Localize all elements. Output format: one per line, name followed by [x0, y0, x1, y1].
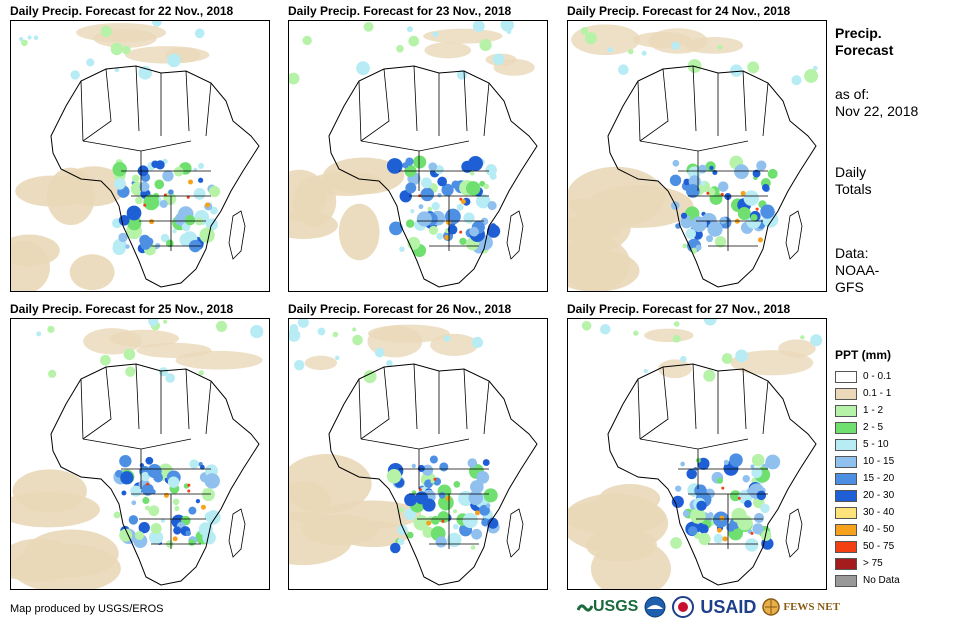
- legend-label: 15 - 20: [863, 473, 895, 484]
- legend-label: No Data: [863, 575, 900, 586]
- precip-map: [10, 318, 270, 590]
- usgs-logo: USGS: [577, 598, 638, 616]
- credit-text: Map produced by USGS/EROS: [10, 603, 164, 615]
- legend-item: 20 - 30: [835, 487, 900, 504]
- legend-swatch: [835, 438, 857, 451]
- legend-item: 0.1 - 1: [835, 385, 900, 402]
- daily-totals-block: Daily Totals: [835, 164, 872, 198]
- legend-label: 0.1 - 1: [863, 388, 892, 399]
- fewsnet-globe-icon: [762, 598, 781, 616]
- legend-swatch: [835, 455, 857, 468]
- precip-map: [567, 20, 827, 292]
- legend-swatch: [835, 421, 857, 434]
- legend-swatch: [835, 557, 857, 570]
- legend-label: 50 - 75: [863, 541, 895, 552]
- side-title-line2: Forecast: [835, 42, 894, 58]
- legend-label: 5 - 10: [863, 439, 889, 450]
- legend-swatch: [835, 574, 857, 587]
- panel-title: Daily Precip. Forecast for 23 Nov., 2018: [288, 4, 512, 18]
- usgs-wave-icon: [577, 604, 593, 612]
- data-line1: Data:: [835, 245, 869, 261]
- legend-swatch: [835, 523, 857, 536]
- data-line3: GFS: [835, 279, 864, 295]
- as-of-block: as of: Nov 22, 2018: [835, 86, 918, 120]
- legend-swatch: [835, 506, 857, 519]
- legend-item: 50 - 75: [835, 538, 900, 555]
- as-of-label: as of:: [835, 86, 870, 102]
- data-line2: NOAA-: [835, 262, 880, 278]
- daily-line1: Daily: [835, 164, 867, 180]
- legend: PPT (mm) 0 - 0.1 0.1 - 1 1 - 2 2 - 5 5 - 10 1…: [835, 348, 900, 589]
- side-title-line1: Precip.: [835, 25, 882, 41]
- legend-swatch: [835, 370, 857, 383]
- legend-item: 10 - 15: [835, 453, 900, 470]
- legend-item: 2 - 5: [835, 419, 900, 436]
- panel-title: Daily Precip. Forecast for 25 Nov., 2018: [10, 302, 234, 316]
- noaa-logo-icon: [644, 596, 666, 618]
- precip-map: [567, 318, 827, 590]
- legend-item: 1 - 2: [835, 402, 900, 419]
- legend-label: 2 - 5: [863, 422, 884, 433]
- daily-line2: Totals: [835, 181, 872, 197]
- legend-label: 10 - 15: [863, 456, 895, 467]
- legend-title: PPT (mm): [835, 348, 892, 362]
- panel-title: Daily Precip. Forecast for 27 Nov., 2018: [567, 302, 791, 316]
- legend-item: 30 - 40: [835, 504, 900, 521]
- legend-swatch: [835, 540, 857, 553]
- as-of-date: Nov 22, 2018: [835, 103, 919, 119]
- data-source-block: Data: NOAA- GFS: [835, 245, 879, 296]
- panel-title: Daily Precip. Forecast for 24 Nov., 2018: [567, 4, 791, 18]
- legend-swatch: [835, 387, 857, 400]
- precip-map: [10, 20, 270, 292]
- legend-swatch: [835, 489, 857, 502]
- legend-label: 20 - 30: [863, 490, 895, 501]
- side-title: Precip. Forecast: [835, 25, 893, 59]
- legend-label: 1 - 2: [863, 405, 884, 416]
- usaid-seal-icon: [672, 596, 695, 618]
- legend-label: > 75: [863, 558, 883, 569]
- legend-swatch: [835, 404, 857, 417]
- legend-item: 5 - 10: [835, 436, 900, 453]
- legend-label: 0 - 0.1: [863, 371, 892, 382]
- legend-item: 0 - 0.1: [835, 368, 900, 385]
- legend-label: 30 - 40: [863, 507, 895, 518]
- legend-swatch: [835, 472, 857, 485]
- legend-item: > 75: [835, 555, 900, 572]
- legend-item: No Data: [835, 572, 900, 589]
- legend-item: 40 - 50: [835, 521, 900, 538]
- panel-title: Daily Precip. Forecast for 22 Nov., 2018: [10, 4, 234, 18]
- legend-item: 15 - 20: [835, 470, 900, 487]
- logo-strip: USGS USAID FEWS NET: [577, 596, 840, 618]
- precip-map: [288, 318, 548, 590]
- precip-map: [288, 20, 548, 292]
- legend-label: 40 - 50: [863, 524, 895, 535]
- usaid-logo: USAID: [700, 596, 757, 617]
- panel-title: Daily Precip. Forecast for 26 Nov., 2018: [288, 302, 512, 316]
- fewsnet-logo: FEWS NET: [762, 598, 840, 616]
